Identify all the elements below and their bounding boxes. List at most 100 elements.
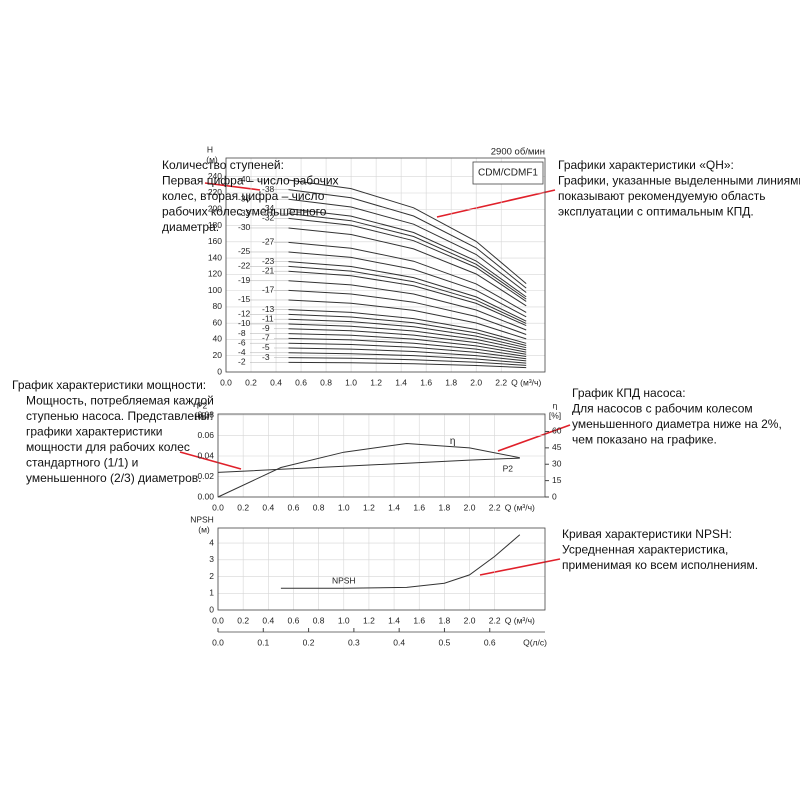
x-tick-label: 0.6	[295, 377, 307, 387]
series-line	[288, 361, 527, 369]
annotation-text: Количество ступеней:	[162, 158, 284, 172]
x-tick-label: 0.8	[313, 615, 325, 625]
y-tick-label: 100	[208, 285, 222, 295]
series-label: -23	[262, 256, 275, 266]
y-tick-label: 4	[209, 537, 214, 547]
series-line	[288, 261, 527, 322]
x2-tick-label: 0.5	[439, 637, 451, 647]
y-tick-label: 2	[209, 571, 214, 581]
annotation-text: мощности для рабочих колес	[26, 440, 190, 454]
annotation-text: Усредненная характеристика,	[562, 543, 728, 557]
y2-axis-label: η	[553, 400, 558, 410]
series-label: -6	[238, 337, 246, 347]
x-tick-label: 1.2	[363, 502, 375, 512]
series-line	[288, 347, 527, 362]
y-tick-label: 80	[213, 301, 223, 311]
annotation-text: эксплуатации с оптимальным КПД.	[558, 205, 754, 219]
x-tick-label: 0.0	[212, 502, 224, 512]
plot-frame	[217, 413, 546, 498]
callout	[479, 558, 561, 576]
x-tick-label: 2.2	[495, 377, 507, 387]
x-tick-label: 0.2	[237, 502, 249, 512]
callout	[497, 424, 571, 452]
series-label: -9	[262, 323, 270, 333]
y-tick-label: 0.04	[197, 450, 214, 460]
series-label: -40	[238, 174, 251, 184]
series-label: -4	[238, 347, 246, 357]
series-line	[288, 352, 527, 364]
annotation-text: применимая ко всем исполнениям.	[562, 558, 758, 572]
y-axis-unit: (м)	[198, 524, 210, 534]
y2-tick-label: 45	[552, 442, 562, 452]
y-tick-label: 0.08	[197, 409, 214, 419]
y2-tick-label: 0	[552, 491, 557, 501]
x2-tick-label: 0.6	[484, 637, 496, 647]
y2-tick-label: 15	[552, 475, 562, 485]
chart-subtitle: 2900 об/мин	[491, 147, 545, 158]
x-tick-label: 1.4	[388, 615, 400, 625]
y-axis-label: H	[207, 144, 213, 154]
annotation-text: Мощность, потребляемая каждой	[26, 394, 214, 408]
x-tick-label: 1.2	[363, 615, 375, 625]
y2-axis-unit: [%]	[549, 410, 561, 420]
y-axis-label: P2	[197, 400, 208, 410]
series-label: -15	[238, 294, 251, 304]
x-tick-label: 0.6	[288, 502, 300, 512]
annotation-text: уменьшенного (2/3) диаметров.	[26, 471, 201, 485]
annotation-text: колес, вторая цифра – число	[162, 189, 325, 203]
y-tick-label: 1	[209, 588, 214, 598]
series-label: -34	[262, 203, 275, 213]
y-tick-label: 60	[213, 317, 223, 327]
series-label: -8	[238, 328, 246, 338]
chart-0: 0.0 0.2 0.4 0.6 0.8 1.0 1.2 1.4 1.6 1.8 2.0 2.2 0 20 4…	[206, 144, 546, 387]
series-label: -17	[262, 285, 275, 295]
series-line	[288, 270, 527, 327]
annotation-text: Кривая характеристики NPSH:	[562, 527, 732, 541]
x-tick-label: 1.2	[370, 377, 382, 387]
x-tick-label: 0.6	[288, 615, 300, 625]
y-tick-label: 0.00	[197, 491, 214, 501]
series-label: P2	[503, 463, 514, 473]
chart-2: 0.0 0.2 0.4 0.6 0.8 1.0 1.2 1.4 1.6 1.8 2.0 2.2 0 1 2 3…	[190, 514, 547, 647]
series-line	[217, 442, 520, 498]
x-tick-label: 1.6	[413, 615, 425, 625]
series-label: -38	[262, 184, 275, 194]
series-line	[288, 251, 527, 318]
series-line	[288, 227, 527, 307]
series-label: -27	[262, 237, 275, 247]
x-axis-label: Q (м³/ч)	[511, 377, 541, 387]
x-tick-label: 0.8	[313, 502, 325, 512]
y-tick-label: 200	[208, 204, 222, 214]
series-label: -21	[262, 265, 275, 275]
x-tick-label: 1.6	[413, 502, 425, 512]
x-tick-label: 1.0	[338, 615, 350, 625]
series-line	[288, 309, 527, 344]
series-label: -12	[238, 309, 251, 319]
series-label: -19	[238, 275, 251, 285]
x-tick-label: 1.4	[395, 377, 407, 387]
x-tick-label: 1.6	[420, 377, 432, 387]
x-tick-label: 0.8	[320, 377, 332, 387]
annotation-text: Графики, указанные выделенными линиями,	[558, 174, 800, 188]
series-line	[288, 357, 527, 366]
annotation-text: чем показано на графике.	[572, 433, 717, 447]
x-tick-label: 0.2	[245, 377, 257, 387]
series-label: -22	[238, 261, 251, 271]
series-line	[288, 189, 527, 289]
y-tick-label: 120	[208, 269, 222, 279]
series-line	[288, 198, 527, 293]
x-axis-label: Q (м³/ч)	[505, 615, 535, 625]
y-tick-label: 0.02	[197, 471, 214, 481]
y-tick-label: 180	[208, 220, 222, 230]
series-line	[280, 534, 521, 589]
x-tick-label: 2.0	[470, 377, 482, 387]
x-tick-label: 0.0	[212, 615, 224, 625]
y-tick-label: 160	[208, 236, 222, 246]
y-tick-label: 40	[213, 334, 223, 344]
x-tick-label: 2.0	[464, 615, 476, 625]
y-tick-label: 220	[208, 187, 222, 197]
series-line	[288, 179, 527, 284]
chart-1: 0.0 0.2 0.4 0.6 0.8 1.0 1.2 1.4 1.6 1.8 2.0 2.2 0.00…	[195, 400, 562, 512]
callout	[436, 189, 556, 218]
